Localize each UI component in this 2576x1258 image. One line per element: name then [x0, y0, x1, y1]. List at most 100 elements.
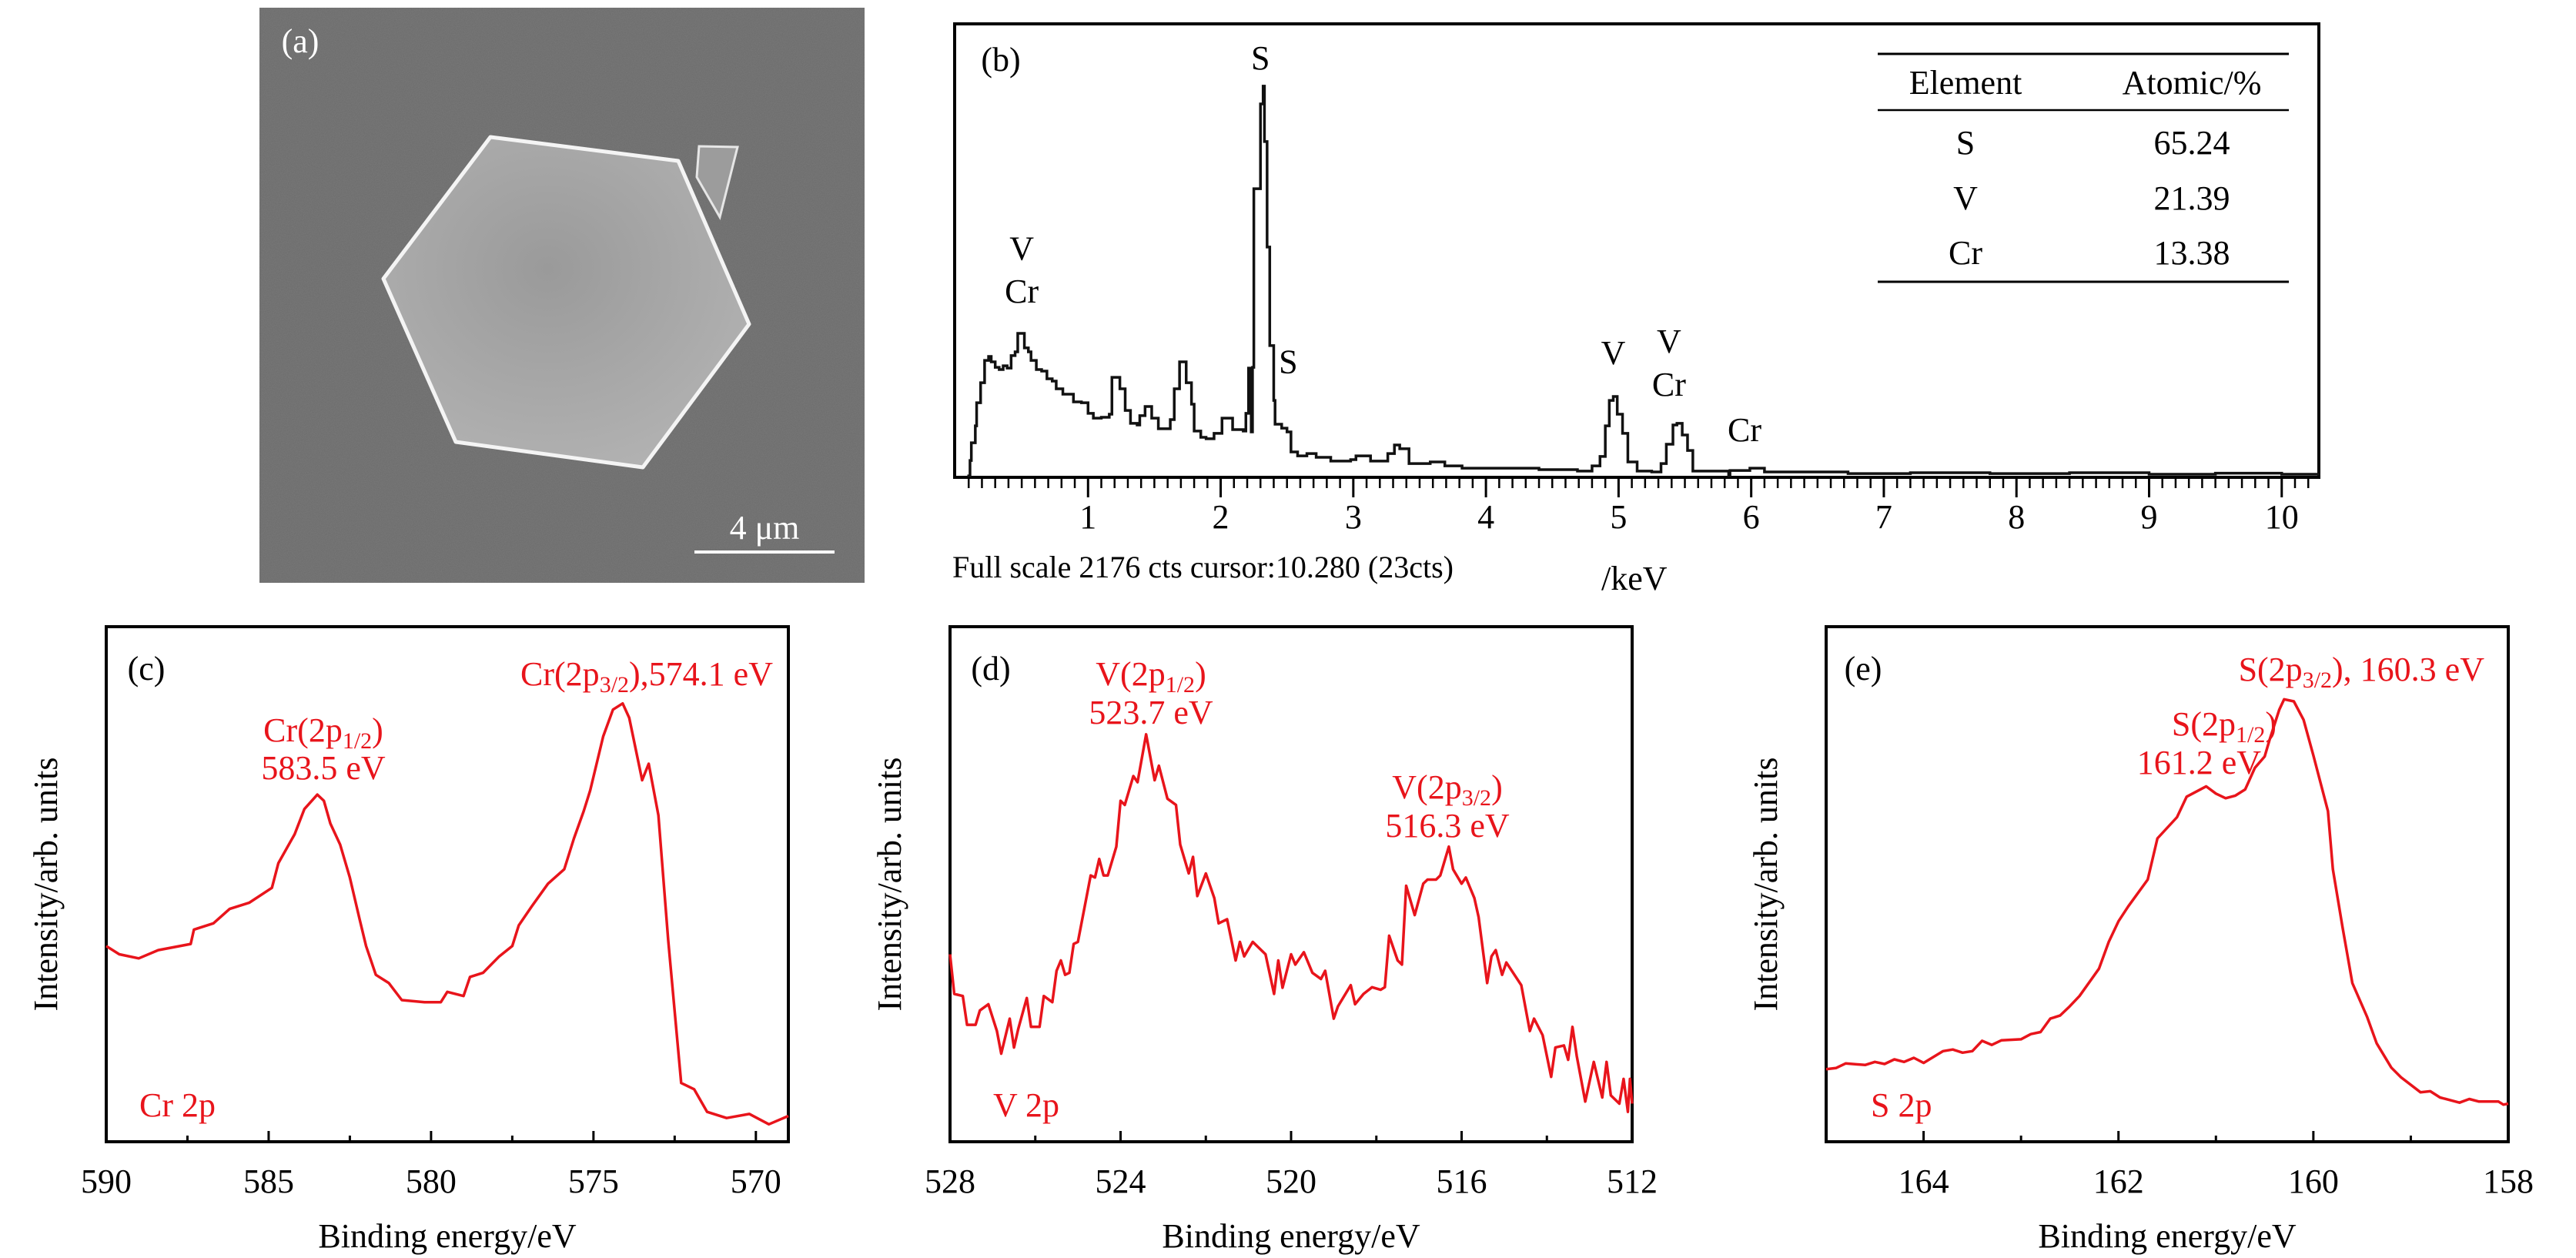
x-tick-label: 1 [1079, 498, 1096, 536]
x-tick-label: 520 [1266, 1163, 1316, 1200]
x-tick-label: 2 [1213, 498, 1229, 536]
annotation-main: S(2p [2239, 651, 2303, 688]
peak-label: V [1601, 334, 1626, 372]
table-cell-element: S [1956, 124, 1975, 162]
annotation-main: Cr(2p [263, 711, 343, 749]
peak-annotation: S(2p1/2) [2172, 705, 2277, 748]
annotation-main: S(2p [2172, 705, 2236, 743]
x-tick-label: 575 [568, 1163, 619, 1200]
x-axis-ticks [967, 477, 2310, 497]
peak-energy-label: 523.7 eV [1089, 694, 1213, 731]
x-axis-tick-labels: 1 2 3 4 5 6 7 8 9 10 [1079, 498, 2298, 536]
x-tick-label: 516 [1437, 1163, 1487, 1200]
hexagonal-crystal-flake [381, 135, 751, 470]
xps-spectrum-line [948, 733, 1634, 1113]
small-flake-fragment [695, 145, 739, 220]
peak-annotation: Cr(2p3/2),574.1 eV [520, 655, 773, 698]
peak-label: Cr [1005, 273, 1039, 310]
peak-energy-label: 583.5 eV [261, 749, 386, 787]
x-tick-label: 5 [1610, 498, 1627, 536]
peak-annotation: Cr(2p1/2) [263, 711, 383, 754]
xps-spectrum-line [105, 701, 789, 1126]
peak-label: V [1009, 229, 1034, 267]
peak-label: Cr [1652, 366, 1686, 403]
xps-cr2p-panel: 590 585 580 575 570 (c) Cr 2p Binding energy/eV… [27, 625, 790, 1255]
panel-label-e: (e) [1845, 650, 1882, 688]
y-axis-label: Intensity/arb. units [27, 758, 65, 1012]
series-label: V 2p [993, 1086, 1059, 1124]
x-axis-label: Binding energy/eV [2038, 1217, 2296, 1255]
annotation-subscript: 1/2 [2236, 722, 2265, 748]
x-tick-label: 590 [81, 1163, 132, 1200]
x-tick-label: 580 [406, 1163, 457, 1200]
x-axis-label: Binding energy/eV [318, 1217, 576, 1255]
table-header-element: Element [1909, 64, 2022, 102]
x-tick-label: 8 [2008, 498, 2025, 536]
x-axis-label: /keV [1601, 560, 1668, 597]
peak-annotation: V(2p1/2) [1096, 655, 1206, 698]
scale-bar-label: 4 μm [730, 509, 800, 547]
table-cell-atomic: 65.24 [2154, 124, 2230, 162]
x-tick-label: 160 [2288, 1163, 2339, 1200]
annotation-tail: ),574.1 eV [629, 655, 773, 693]
x-tick-label: 9 [2140, 498, 2157, 536]
annotation-tail: ), 160.3 eV [2332, 651, 2484, 688]
peak-annotation: S(2p3/2), 160.3 eV [2239, 651, 2485, 693]
x-tick-label: 6 [1743, 498, 1760, 536]
peak-label: S [1279, 343, 1297, 381]
annotation-subscript: 3/2 [600, 672, 629, 698]
y-axis-label: Intensity/arb. units [871, 758, 908, 1012]
x-tick-label: 528 [925, 1163, 975, 1200]
annotation-subscript: 3/2 [1462, 785, 1491, 811]
peak-annotation: V(2p3/2) [1392, 768, 1502, 811]
annotation-tail: ) [1195, 655, 1206, 693]
x-tick-label: 524 [1096, 1163, 1146, 1200]
table-cell-element: Cr [1949, 234, 1982, 272]
xps-v2p-panel: 528 524 520 516 512 (d) V 2p Binding energy/eV I… [871, 625, 1658, 1255]
xps-s2p-panel: 164 162 160 158 (e) S 2p Binding energy/eV Inte… [1747, 625, 2534, 1255]
x-tick-label: 158 [2483, 1163, 2534, 1200]
x-tick-label: 7 [1875, 498, 1892, 536]
annotation-main: V(2p [1096, 655, 1165, 693]
plot-frame [105, 625, 790, 1143]
annotation-main: Cr(2p [520, 655, 600, 693]
table-row: V 21.39 [1953, 179, 2230, 217]
table-row: S 65.24 [1956, 124, 2230, 162]
x-tick-label: 512 [1607, 1163, 1658, 1200]
x-tick-label: 162 [2093, 1163, 2144, 1200]
eds-spectrum-line [967, 85, 2320, 477]
table-cell-atomic: 21.39 [2154, 179, 2230, 217]
x-tick-label: 3 [1345, 498, 1362, 536]
panel-label-b: (b) [981, 41, 1020, 79]
peak-energy-label: 516.3 eV [1385, 807, 1510, 845]
x-tick-label: 10 [2265, 498, 2299, 536]
x-tick-label: 4 [1477, 498, 1494, 536]
x-tick-label: 570 [731, 1163, 781, 1200]
y-axis-label: Intensity/arb. units [1747, 758, 1785, 1012]
annotation-subscript: 1/2 [343, 728, 372, 754]
plot-frame [953, 22, 2320, 479]
table-cell-atomic: 13.38 [2154, 234, 2230, 272]
series-label: S 2p [1871, 1086, 1932, 1124]
annotation-tail: ) [1491, 768, 1503, 806]
annotation-tail: ) [372, 711, 383, 749]
table-cell-element: V [1953, 179, 1978, 217]
annotation-subscript: 1/2 [1166, 672, 1195, 698]
peak-label: S [1251, 39, 1270, 77]
x-tick-label: 164 [1899, 1163, 1949, 1200]
annotation-subscript: 3/2 [2303, 667, 2332, 693]
panel-label-d: (d) [971, 650, 1010, 688]
table-header-atomic: Atomic/% [2123, 64, 2262, 102]
panel-label-c: (c) [128, 650, 166, 688]
x-axis-label: Binding energy/eV [1162, 1217, 1420, 1255]
table-row: Cr 13.38 [1949, 234, 2230, 272]
plot-frame [1825, 625, 2510, 1143]
x-tick-label: 585 [243, 1163, 294, 1200]
peak-label: Cr [1728, 411, 1761, 449]
peak-label: V [1657, 323, 1681, 360]
annotation-main: V(2p [1392, 768, 1461, 806]
sem-image-panel: (a) 4 μm [259, 8, 865, 583]
